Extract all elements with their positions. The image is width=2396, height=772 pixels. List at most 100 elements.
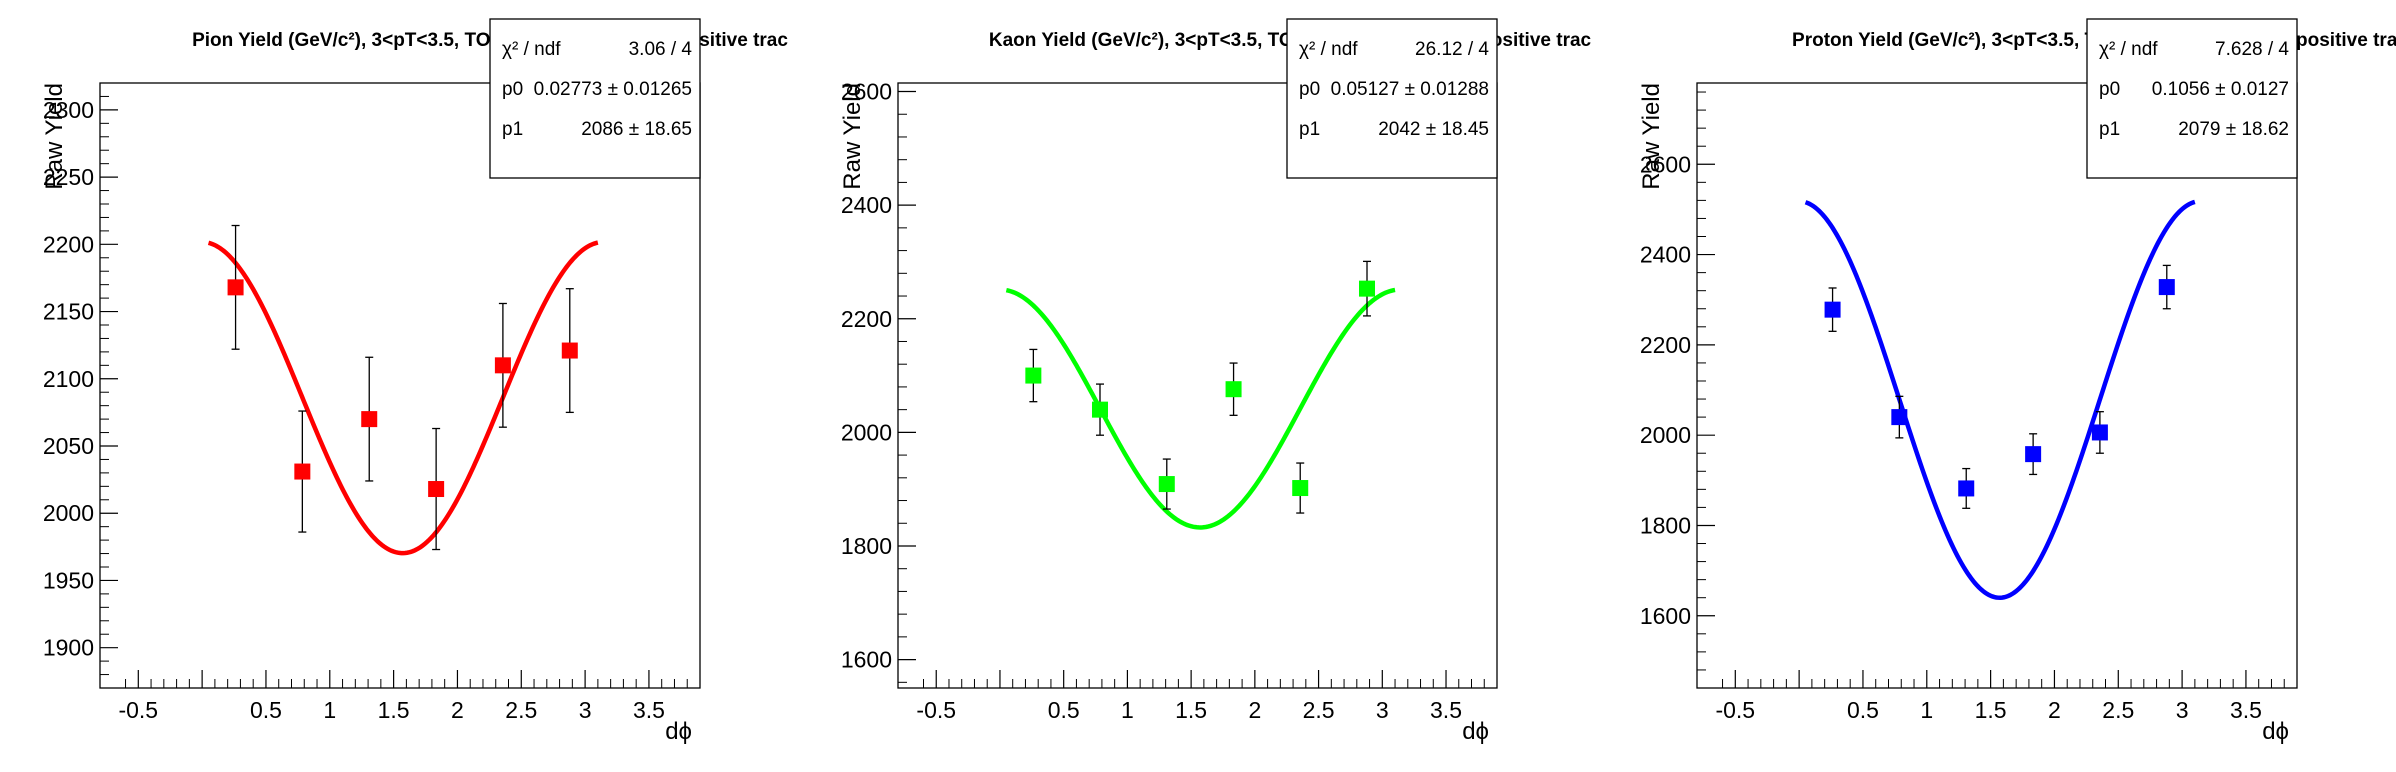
data-marker bbox=[428, 481, 445, 498]
data-marker bbox=[1025, 367, 1042, 384]
data-point bbox=[1025, 348, 1042, 403]
stats-label: p0 bbox=[502, 79, 523, 100]
stats-label: χ² / ndf bbox=[1299, 39, 1358, 60]
stats-value: 2079 ± 18.62 bbox=[2178, 119, 2289, 140]
chart-panel-1: Pion Yield (GeV/c²), 3<pT<3.5, TOF.W, 0-… bbox=[41, 18, 788, 745]
x-tick-label: 0.5 bbox=[1847, 697, 1879, 723]
stats-label: p1 bbox=[502, 119, 523, 140]
y-tick-label: 1800 bbox=[841, 533, 892, 559]
data-point bbox=[1891, 395, 1908, 439]
x-tick-label: -0.5 bbox=[118, 697, 158, 723]
x-tick-label: 2 bbox=[1248, 697, 1261, 723]
stats-value: 0.02773 ± 0.01265 bbox=[534, 79, 692, 100]
plot-frame bbox=[897, 82, 1498, 689]
x-axis-label: dϕ bbox=[1462, 718, 1489, 745]
x-tick-label: 1.5 bbox=[1175, 697, 1207, 723]
fit-curve bbox=[1005, 287, 1396, 530]
y-tick-label: 2200 bbox=[43, 231, 94, 257]
stats-value: 0.1056 ± 0.0127 bbox=[2152, 79, 2289, 100]
x-tick-label: 1 bbox=[1121, 697, 1134, 723]
x-tick-label: 0.5 bbox=[250, 697, 282, 723]
data-point bbox=[494, 302, 511, 428]
x-axis-label: dϕ bbox=[665, 718, 692, 745]
y-tick-label: 2000 bbox=[841, 419, 892, 445]
stats-label: p1 bbox=[2099, 119, 2120, 140]
plot-frame bbox=[99, 82, 701, 689]
data-marker bbox=[294, 463, 311, 480]
y-axis-label: Raw Yield bbox=[41, 83, 68, 190]
data-marker bbox=[1359, 280, 1376, 297]
data-marker bbox=[1092, 401, 1109, 418]
stats-value: 0.05127 ± 0.01288 bbox=[1331, 79, 1489, 100]
x-tick-label: 3.5 bbox=[633, 697, 665, 723]
y-tick-label: 2400 bbox=[1640, 242, 1691, 268]
data-point bbox=[1292, 462, 1309, 514]
data-marker bbox=[1292, 480, 1309, 497]
stats-box: χ² / ndf 3.06 / 4 p0 0.02773 ± 0.01265 p1 208… bbox=[489, 18, 701, 179]
stats-label: p0 bbox=[1299, 79, 1320, 100]
data-marker bbox=[1824, 301, 1841, 318]
x-tick-label: 2 bbox=[2048, 697, 2061, 723]
y-tick-label: 2600 bbox=[1640, 151, 1691, 177]
stats-box: χ² / ndf 7.628 / 4 p0 0.1056 ± 0.0127 p1 2079… bbox=[2086, 18, 2298, 179]
data-marker bbox=[2158, 279, 2175, 296]
x-tick-label: 3 bbox=[579, 697, 592, 723]
data-marker bbox=[1225, 381, 1242, 398]
chart-panel-2: Kaon Yield (GeV/c²), 3<pT<3.5, TOF.W, 0-… bbox=[839, 18, 1592, 745]
stats-value: 7.628 / 4 bbox=[2215, 39, 2289, 60]
stats-value: 26.12 / 4 bbox=[1415, 39, 1489, 60]
x-tick-label: 1 bbox=[323, 697, 336, 723]
stats-box: χ² / ndf 26.12 / 4 p0 0.05127 ± 0.01288 p1 20… bbox=[1286, 18, 1498, 179]
y-tick-label: 2250 bbox=[43, 164, 94, 190]
y-tick-label: 2600 bbox=[841, 79, 892, 105]
y-tick-label: 2400 bbox=[841, 192, 892, 218]
data-marker bbox=[227, 279, 244, 296]
fit-curve bbox=[1804, 199, 2196, 600]
y-axis-label: Raw Yield bbox=[1638, 83, 1665, 190]
x-tick-label: 2 bbox=[451, 697, 464, 723]
y-tick-label: 2100 bbox=[43, 366, 94, 392]
data-marker bbox=[361, 411, 378, 428]
data-marker bbox=[1158, 476, 1175, 493]
data-point bbox=[2091, 411, 2108, 454]
data-point bbox=[1958, 467, 1975, 509]
stats-value: 2086 ± 18.65 bbox=[581, 119, 692, 140]
data-point bbox=[428, 427, 445, 551]
y-tick-label: 1950 bbox=[43, 567, 94, 593]
stats-label: p0 bbox=[2099, 79, 2120, 100]
data-point bbox=[227, 224, 244, 350]
chart-panel-3: Proton Yield (GeV/c²), 3<pT<3.5, TOF.W, … bbox=[1638, 18, 2396, 745]
fit-curve bbox=[207, 240, 599, 556]
stats-label: χ² / ndf bbox=[502, 39, 561, 60]
plot-frame bbox=[1696, 82, 2298, 689]
x-tick-label: -0.5 bbox=[1715, 697, 1755, 723]
stats-box-frame bbox=[2086, 18, 2298, 179]
x-tick-label: 0.5 bbox=[1048, 697, 1080, 723]
x-tick-label: 2.5 bbox=[2102, 697, 2134, 723]
stats-label: χ² / ndf bbox=[2099, 39, 2158, 60]
y-tick-label: 2300 bbox=[43, 97, 94, 123]
x-tick-label: 1.5 bbox=[378, 697, 410, 723]
data-marker bbox=[1891, 409, 1908, 426]
data-point bbox=[1824, 287, 1841, 332]
data-point bbox=[1158, 458, 1175, 510]
data-point bbox=[1359, 260, 1376, 317]
data-point bbox=[1225, 362, 1242, 416]
data-point bbox=[294, 410, 311, 533]
data-point bbox=[2025, 433, 2042, 476]
x-tick-label: 1 bbox=[1920, 697, 1933, 723]
y-tick-label: 2050 bbox=[43, 433, 94, 459]
data-marker bbox=[1958, 480, 1975, 497]
data-point bbox=[561, 288, 578, 414]
x-tick-label: 3 bbox=[1376, 697, 1389, 723]
data-point bbox=[361, 356, 378, 482]
data-marker bbox=[2091, 424, 2108, 441]
y-tick-label: 2000 bbox=[1640, 422, 1691, 448]
x-tick-label: 3.5 bbox=[1430, 697, 1462, 723]
stats-box-frame bbox=[1286, 18, 1498, 179]
data-marker bbox=[2025, 446, 2042, 463]
stats-label: p1 bbox=[1299, 119, 1320, 140]
x-axis-label: dϕ bbox=[2262, 718, 2289, 745]
y-tick-label: 2150 bbox=[43, 299, 94, 325]
